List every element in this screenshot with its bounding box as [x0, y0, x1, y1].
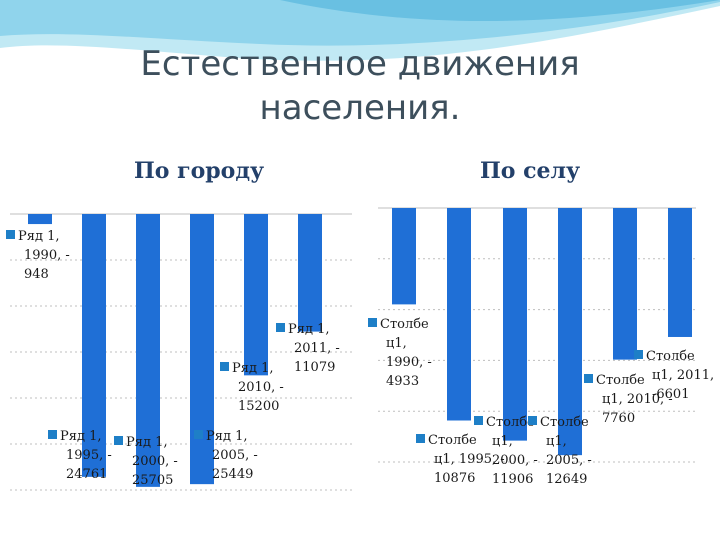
village-bar-1995	[447, 208, 471, 421]
city-data-label-line: 2011, -	[294, 341, 340, 356]
city-label-marker-1995	[48, 430, 57, 439]
village-data-label-2010: Столбе ц1, 2010, - 7760	[596, 373, 673, 426]
village-data-label-line: 2000, -	[492, 453, 538, 468]
village-data-label-line: 2005, -	[546, 453, 592, 468]
village-bar-2000	[503, 208, 527, 441]
village-data-label-line: 1990, -	[386, 355, 432, 370]
village-data-label-line: 4933	[386, 374, 419, 389]
city-data-label-line: 24761	[66, 467, 107, 482]
city-data-label-2010: Ряд 1, 2010, - 15200	[232, 361, 284, 414]
village-chart-title: По селу	[480, 158, 581, 184]
village-label-marker-2010	[584, 374, 593, 383]
city-data-label-line: 11079	[294, 360, 335, 375]
village-bar-1990	[392, 208, 416, 305]
village-data-label-1990: Столбе ц1, 1990, - 4933	[380, 317, 432, 389]
village-data-label-2005: Столбе ц1, 2005, - 12649	[540, 415, 592, 487]
village-data-label-line: Столбе	[540, 415, 589, 430]
city-bar-1990	[28, 214, 52, 225]
village-label-marker-2000	[474, 416, 483, 425]
village-data-label-line: ц1, 2011,	[652, 368, 714, 383]
city-data-label-2011: Ряд 1, 2011, - 11079	[288, 322, 340, 375]
slide-title-line1: Естественное движения	[140, 44, 580, 84]
city-bar-2005	[190, 214, 214, 485]
village-data-label-line: Столбе	[596, 373, 645, 388]
village-data-label-line: 11906	[492, 472, 533, 487]
city-data-label-line: 2000, -	[132, 454, 178, 469]
village-label-marker-1990	[368, 318, 377, 327]
village-data-label-line: 12649	[546, 472, 587, 487]
city-data-label-2005: Ряд 1, 2005, - 25449	[206, 429, 258, 482]
slide-title: Естественное движения населения.	[60, 42, 660, 130]
village-data-label-line: -6601	[652, 387, 689, 402]
city-label-marker-2010	[220, 362, 229, 371]
city-chart-title: По городу	[134, 158, 265, 184]
city-bar-2010	[244, 214, 268, 376]
village-data-label-line: Столбе	[646, 349, 695, 364]
city-label-marker-2011	[276, 323, 285, 332]
city-label-marker-1990	[6, 230, 15, 239]
village-data-label-line: ц1, 2010, -	[602, 392, 673, 407]
village-data-label-line: Столбе	[486, 415, 535, 430]
village-data-label-line: ц1,	[492, 434, 513, 449]
city-bar-2011	[298, 214, 322, 332]
village-data-label-line: ц1,	[546, 434, 567, 449]
village-data-label-line: ц1,	[386, 336, 407, 351]
village-data-label-1995: Столбе ц1, 1995, - 10876	[428, 433, 505, 486]
village-label-marker-2005	[528, 416, 537, 425]
village-bar-2010	[613, 208, 637, 360]
city-data-label-line: 2005, -	[212, 448, 258, 463]
village-data-label-line: 10876	[434, 471, 475, 486]
city-data-label-line: 948	[24, 267, 49, 282]
city-label-marker-2005	[194, 430, 203, 439]
village-data-label-2000: Столбе ц1, 2000, - 11906	[486, 415, 538, 487]
city-data-label-line: Ряд 1,	[206, 429, 248, 444]
village-data-label-line: 7760	[602, 411, 635, 426]
city-data-label-line: 1990, -	[24, 248, 70, 263]
city-data-label-line: Ряд 1,	[18, 229, 60, 244]
city-data-label-line: 15200	[238, 399, 279, 414]
village-label-marker-1995	[416, 434, 425, 443]
village-bar-2005	[558, 208, 582, 456]
city-data-label-2000: Ряд 1, 2000, - 25705	[126, 435, 178, 488]
city-bar-1995	[82, 214, 106, 477]
city-data-label-line: 1995, -	[66, 448, 112, 463]
village-data-label-line: ц1, 1995, -	[434, 452, 505, 467]
village-data-label-line: Столбе	[428, 433, 477, 448]
city-label-marker-2000	[114, 436, 123, 445]
village-bar-2011	[668, 208, 692, 337]
city-data-label-line: Ряд 1,	[60, 429, 102, 444]
slide-title-line2: населения.	[259, 88, 461, 128]
village-data-label-2011: Столбе ц1, 2011, -6601	[646, 349, 714, 402]
city-data-label-line: Ряд 1,	[288, 322, 330, 337]
city-data-label-line: Ряд 1,	[232, 361, 274, 376]
village-data-label-line: Столбе	[380, 317, 429, 332]
village-label-marker-2011	[634, 350, 643, 359]
city-data-label-line: 25449	[212, 467, 253, 482]
city-data-label-line: 2010, -	[238, 380, 284, 395]
city-data-label-1995: Ряд 1, 1995, - 24761	[60, 429, 112, 482]
background-waves	[0, 0, 720, 61]
city-data-label-1990: Ряд 1, 1990, - 948	[18, 229, 70, 282]
city-bar-2000	[136, 214, 160, 487]
city-data-label-line: 25705	[132, 473, 173, 488]
city-data-label-line: Ряд 1,	[126, 435, 168, 450]
